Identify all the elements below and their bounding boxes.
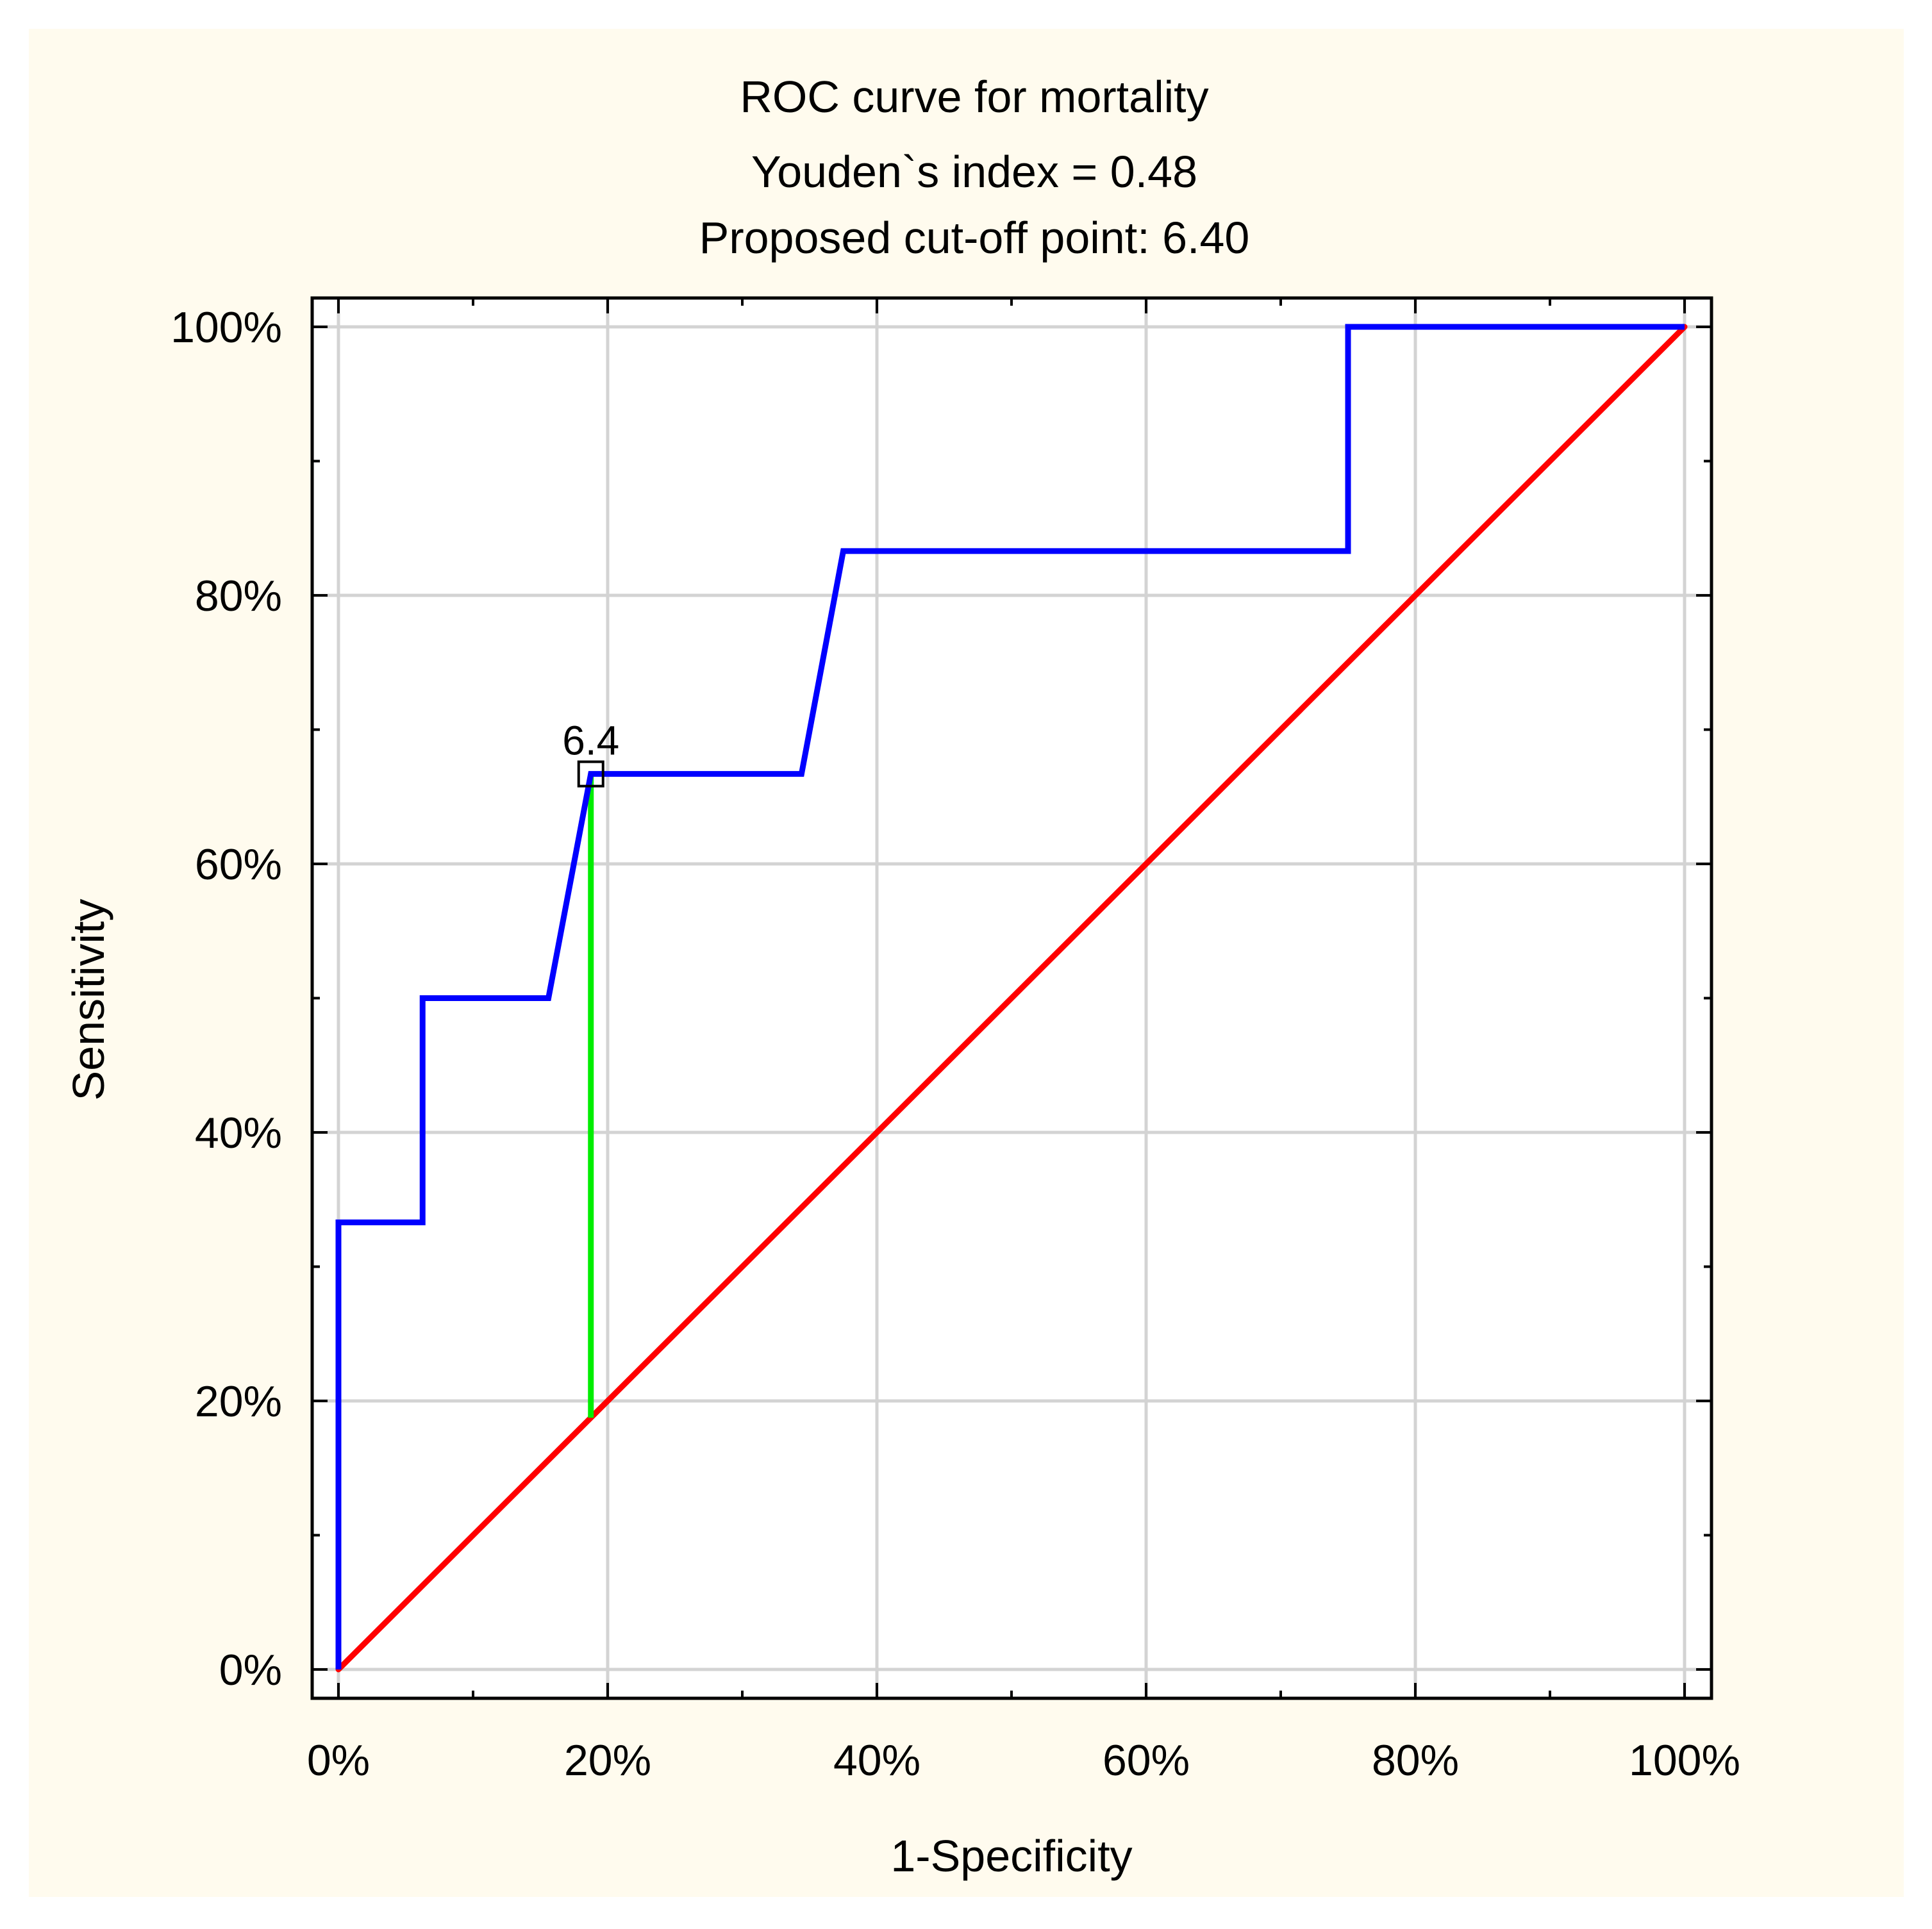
x-tick-label: 0% — [307, 1736, 370, 1785]
y-tick-label: 100% — [171, 303, 282, 352]
y-axis-title: Sensitivity — [63, 898, 113, 1100]
roc-curve-line — [335, 324, 1685, 1669]
y-tick-label: 40% — [195, 1109, 282, 1157]
x-tick-label: 20% — [564, 1736, 651, 1785]
cutoff-point-label: 6.4 — [562, 718, 619, 764]
x-tick-label: 80% — [1372, 1736, 1459, 1785]
cutoff-point-marker — [577, 760, 604, 788]
y-tick-label: 80% — [195, 572, 282, 620]
series-layer — [335, 324, 1688, 1673]
tick-labels: 0% 20% 40% 60% 80% 100% 0% 20% 40% 60% 80% 100% — [171, 303, 1740, 1785]
y-tick-label: 20% — [195, 1377, 282, 1426]
tick-marks — [312, 298, 1711, 1698]
x-axis-title: 1-Specificity — [890, 1831, 1132, 1881]
chart-subtitle-youden: Youden`s index = 0.48 — [751, 147, 1197, 197]
x-tick-label: 100% — [1629, 1736, 1740, 1785]
chart-subtitle-cutoff: Proposed cut-off point: 6.40 — [699, 213, 1250, 263]
chart-title: ROC curve for mortality — [740, 72, 1208, 122]
gridlines — [312, 298, 1711, 1698]
y-tick-label: 60% — [195, 840, 282, 889]
x-tick-label: 40% — [833, 1736, 920, 1785]
reference-line — [335, 324, 1688, 1673]
y-tick-label: 0% — [219, 1646, 282, 1694]
x-tick-label: 60% — [1103, 1736, 1190, 1785]
